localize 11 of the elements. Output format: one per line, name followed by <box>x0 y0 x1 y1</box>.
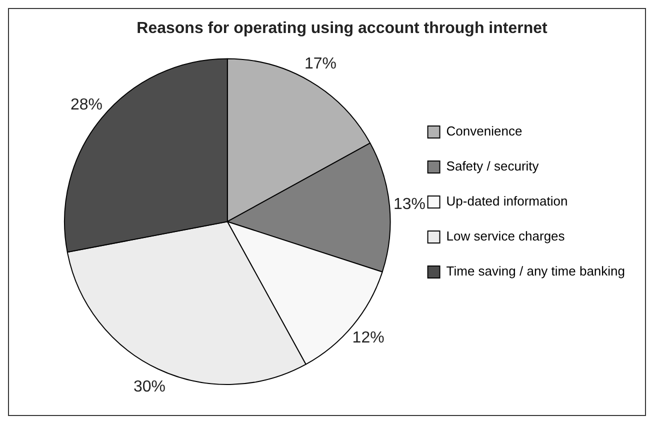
chart-title: Reasons for operating using account through internet <box>136 20 548 38</box>
legend-label: Convenience <box>446 124 522 139</box>
legend-label: Safety / security <box>446 158 540 174</box>
data-label: 13% <box>393 196 426 213</box>
data-label: 28% <box>70 96 102 114</box>
data-label: 12% <box>352 330 384 347</box>
legend-label: Time saving / any time banking <box>446 264 626 279</box>
data-label: 17% <box>304 56 337 73</box>
data-label: 30% <box>134 378 166 396</box>
legend-label: Low service charges <box>446 228 566 244</box>
legend-label: Up-dated information <box>446 194 568 209</box>
